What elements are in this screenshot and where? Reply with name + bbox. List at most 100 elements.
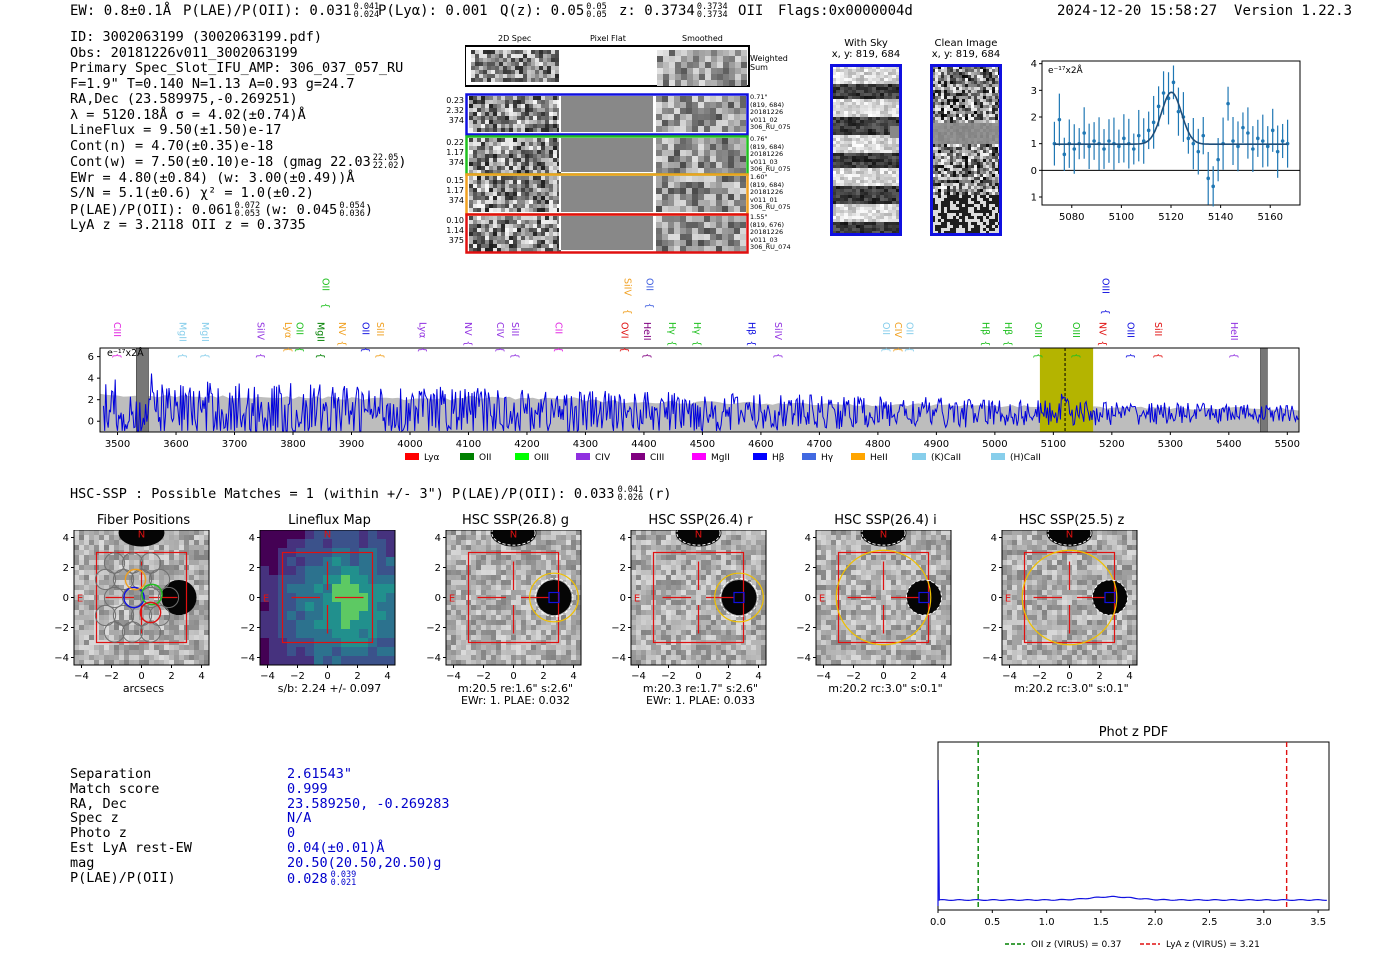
cutout-pixel [686,182,692,188]
clean-pixel [947,66,950,69]
star-top [118,530,165,547]
cutout-pixel [553,200,557,204]
cutout-pixel [469,166,473,170]
cutout-pixel [668,216,674,222]
cutout-pixel [669,74,675,80]
sky-pixel [864,93,868,96]
clean-pixel [983,78,986,81]
cutout-pixel [716,138,722,144]
sky-pixel [872,75,876,78]
clean-pixel [941,93,944,96]
sky-pixel [872,195,876,198]
sky-pixel [884,222,888,225]
cutout-pixel [485,150,489,154]
cutout-pixel [537,176,541,180]
cutout-pixel [681,68,687,74]
clean-pixel [959,156,962,159]
cutout-pixel [735,62,741,68]
cutout-pixel [692,194,698,200]
flux-pixel [341,611,350,620]
clean-pixel [992,144,995,147]
cutout-row-stats: 0.10 1.14 375 [446,216,464,245]
clean-pixel [974,222,977,225]
cutout-pixel [722,102,728,108]
cutout-pixel [549,142,553,146]
clean-pixel [944,186,947,189]
cutout-pixel [509,224,513,228]
sky-pixel [888,183,892,186]
cutout-pixel [483,54,487,58]
image-pixel [144,605,149,610]
clean-pixel [944,87,947,90]
cutout-row-stats: 0.15 1.17 374 [446,176,464,205]
cutout-pixel [728,222,734,228]
clean-pixel [983,222,986,225]
cutout-pixel [471,50,475,54]
image-pixel [89,640,94,645]
line-id-bracket: { [641,353,652,359]
cutout-pixel [501,138,505,142]
image-pixel [114,575,119,580]
sky-pixel [860,108,864,111]
cutout-pixel [521,146,525,150]
sky-pixel [864,213,868,216]
clean-pixel [944,201,947,204]
clean-pixel [959,87,962,90]
sky-pixel [860,135,864,138]
flux-pixel [332,575,341,584]
cutout-pixel [537,154,541,158]
sky-pixel [896,174,900,177]
cutout-pixel [513,232,517,236]
cutout-pixel [497,162,501,166]
cutout-pixel [509,184,513,188]
sky-pixel [888,90,892,93]
clean-pixel [944,219,947,222]
clean-pixel [977,117,980,120]
cutout-pixel [529,244,533,248]
sky-pixel [896,189,900,192]
cutout-pixel [533,208,537,212]
image-pixel [104,610,109,615]
sky-pixel [868,108,872,111]
image-pixel [79,545,84,550]
cutout-pixel [513,244,517,248]
sky-pixel [840,186,844,189]
cutout-pixel [704,206,710,212]
sky-pixel [884,114,888,117]
clean-pixel [956,75,959,78]
cutout-pixel [674,222,680,228]
sky-pixel [872,99,876,102]
clean-pixel [986,84,989,87]
clean-pixel [971,213,974,216]
sky-pixel [872,72,876,75]
image-pixel [164,650,169,655]
sky-pixel [872,108,876,111]
legend-swatch [851,453,865,460]
data-point [1236,144,1240,149]
clean-pixel [944,210,947,213]
clean-pixel [932,222,935,225]
cutout-pixel [505,170,509,174]
cutout-pixel [497,146,501,150]
line-id-siiv: SiIV{ [254,322,265,359]
data-point [1072,147,1077,151]
clean-pixel [932,201,935,204]
clean-pixel [995,183,998,186]
cutout-pixel [501,154,505,158]
cutout-pixel [680,168,686,174]
cutout-pixel [541,142,545,146]
clean-pixel [959,225,962,228]
cutout-pixel [686,120,692,126]
line-id-bracket: { [980,340,991,346]
cutout-pixel [710,102,716,108]
clean-pixel [962,222,965,225]
clean-pixel [941,96,944,99]
cutout-pixel [545,158,549,162]
data-point [1270,128,1275,133]
clean-pixel [959,159,962,162]
sky-pixel [856,210,860,213]
cutout-pixel [728,216,734,222]
sky-pixel [844,78,848,81]
image-pixel [99,630,104,635]
image-pixel [204,600,209,605]
